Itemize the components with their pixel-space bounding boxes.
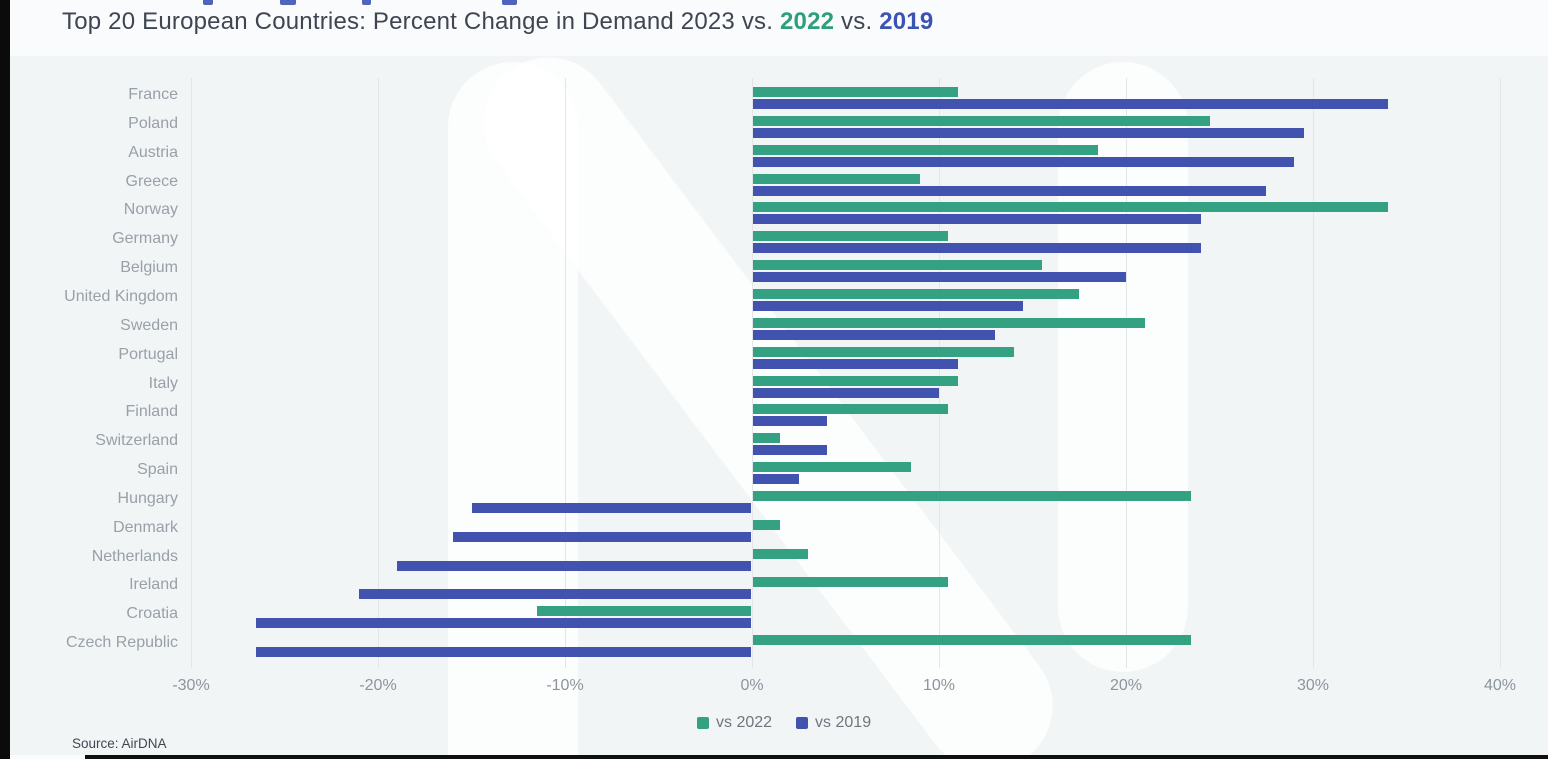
country-label-poland: Poland bbox=[128, 114, 178, 132]
bar-vs-2022-italy bbox=[753, 375, 958, 386]
bar-vs-2019-hungary bbox=[471, 502, 751, 513]
cropped-title-remnant bbox=[280, 0, 296, 5]
country-label-denmark: Denmark bbox=[113, 518, 178, 536]
bar-vs-2022-netherlands bbox=[753, 548, 809, 559]
bar-vs-2019-sweden bbox=[753, 329, 996, 340]
country-label-austria: Austria bbox=[128, 143, 178, 161]
bar-vs-2022-denmark bbox=[753, 519, 781, 530]
bar-vs-2019-netherlands bbox=[396, 560, 751, 571]
gridline-0 bbox=[752, 78, 753, 668]
chart-legend: vs 2022 vs 2019 bbox=[697, 714, 871, 732]
chart-title-separator: vs. bbox=[834, 8, 880, 35]
bar-vs-2019-croatia bbox=[256, 618, 751, 629]
country-label-united-kingdom: United Kingdom bbox=[64, 287, 178, 305]
legend-item-vs-2019: vs 2019 bbox=[796, 714, 871, 732]
x-axis-label--10: -10% bbox=[546, 677, 584, 694]
bar-vs-2022-croatia bbox=[536, 606, 751, 617]
bar-vs-2019-portugal bbox=[753, 358, 958, 369]
country-label-croatia: Croatia bbox=[126, 605, 178, 623]
gridline-10 bbox=[939, 78, 940, 668]
bar-vs-2019-germany bbox=[753, 243, 1201, 254]
cropped-title-remnant bbox=[203, 0, 213, 5]
x-axis-label-10: 10% bbox=[922, 677, 956, 694]
country-label-finland: Finland bbox=[125, 403, 178, 421]
bar-vs-2019-poland bbox=[753, 127, 1304, 138]
x-axis-label--30: -30% bbox=[172, 677, 210, 694]
country-label-france: France bbox=[128, 86, 178, 103]
chart-title-prefix: Top 20 European Countries: Percent Chang… bbox=[62, 8, 780, 35]
gridline-30 bbox=[1313, 78, 1314, 668]
bar-vs-2022-norway bbox=[753, 202, 1388, 213]
country-label-greece: Greece bbox=[125, 172, 178, 190]
country-label-czech-republic: Czech Republic bbox=[65, 634, 178, 652]
country-label-portugal: Portugal bbox=[118, 345, 178, 363]
gridline--10 bbox=[565, 78, 566, 668]
bar-vs-2019-switzerland bbox=[753, 445, 827, 456]
country-label-hungary: Hungary bbox=[117, 489, 178, 507]
bar-vs-2019-finland bbox=[753, 416, 827, 427]
bar-vs-2022-czech-republic bbox=[753, 635, 1192, 646]
bar-vs-2022-sweden bbox=[753, 317, 1145, 328]
legend-swatch-vs-2022 bbox=[697, 717, 709, 729]
country-label-ireland: Ireland bbox=[129, 576, 178, 594]
gridline-20 bbox=[1126, 78, 1127, 668]
bar-vs-2022-hungary bbox=[753, 490, 1192, 501]
bar-vs-2022-switzerland bbox=[753, 433, 781, 444]
chart-title: Top 20 European Countries: Percent Chang… bbox=[62, 6, 933, 38]
x-axis-label-20: 20% bbox=[1109, 677, 1143, 694]
bar-vs-2019-spain bbox=[753, 474, 799, 485]
bar-vs-2022-ireland bbox=[753, 577, 949, 588]
gridline-40 bbox=[1500, 78, 1501, 668]
bar-vs-2022-finland bbox=[753, 404, 949, 415]
bar-vs-2019-ireland bbox=[359, 589, 751, 600]
bar-vs-2019-united-kingdom bbox=[753, 300, 1024, 311]
chart-title-year-2022: 2022 bbox=[779, 8, 835, 35]
legend-label-vs-2022: vs 2022 bbox=[716, 714, 773, 731]
chart-title-year-2019: 2019 bbox=[879, 8, 934, 35]
screenshot-bottom-edge bbox=[85, 755, 1548, 759]
bar-vs-2022-austria bbox=[753, 144, 1098, 155]
country-label-switzerland: Switzerland bbox=[95, 432, 178, 450]
country-label-belgium: Belgium bbox=[120, 259, 178, 277]
legend-item-vs-2022: vs 2022 bbox=[697, 714, 772, 732]
bar-vs-2022-greece bbox=[753, 173, 921, 184]
bar-vs-2019-czech-republic bbox=[256, 647, 751, 658]
bar-vs-2022-spain bbox=[753, 462, 911, 473]
bar-vs-2022-france bbox=[753, 87, 958, 97]
bar-vs-2022-poland bbox=[753, 115, 1211, 126]
gridline--30 bbox=[191, 78, 192, 668]
cropped-title-remnant bbox=[362, 0, 371, 5]
country-label-norway: Norway bbox=[123, 201, 178, 219]
country-label-netherlands: Netherlands bbox=[91, 547, 178, 565]
legend-swatch-vs-2019 bbox=[796, 717, 809, 729]
source-caption: Source: AirDNA bbox=[72, 736, 167, 751]
bar-vs-2019-greece bbox=[753, 185, 1267, 196]
x-axis-label-0: 0% bbox=[740, 677, 764, 694]
cropped-title-remnant bbox=[502, 0, 517, 5]
bar-vs-2022-germany bbox=[753, 231, 949, 242]
bar-vs-2019-denmark bbox=[452, 531, 751, 542]
bar-vs-2022-portugal bbox=[753, 346, 1014, 357]
bar-vs-2019-austria bbox=[753, 156, 1295, 167]
country-label-sweden: Sweden bbox=[120, 316, 178, 334]
country-label-germany: Germany bbox=[112, 230, 178, 248]
bar-vs-2019-italy bbox=[753, 387, 939, 398]
bar-vs-2022-belgium bbox=[753, 260, 1042, 271]
country-label-italy: Italy bbox=[148, 374, 178, 392]
country-label-spain: Spain bbox=[137, 461, 178, 479]
bar-vs-2019-belgium bbox=[753, 272, 1126, 283]
x-axis-label-40: 40% bbox=[1483, 677, 1517, 694]
legend-label-vs-2019: vs 2019 bbox=[815, 714, 872, 731]
bar-vs-2019-france bbox=[753, 99, 1388, 109]
bar-vs-2019-norway bbox=[753, 214, 1201, 225]
gridline--20 bbox=[378, 78, 379, 668]
x-axis-label--20: -20% bbox=[359, 677, 397, 694]
bar-vs-2022-united-kingdom bbox=[753, 288, 1080, 299]
screenshot-left-edge bbox=[0, 0, 10, 759]
x-axis-label-30: 30% bbox=[1296, 677, 1330, 694]
